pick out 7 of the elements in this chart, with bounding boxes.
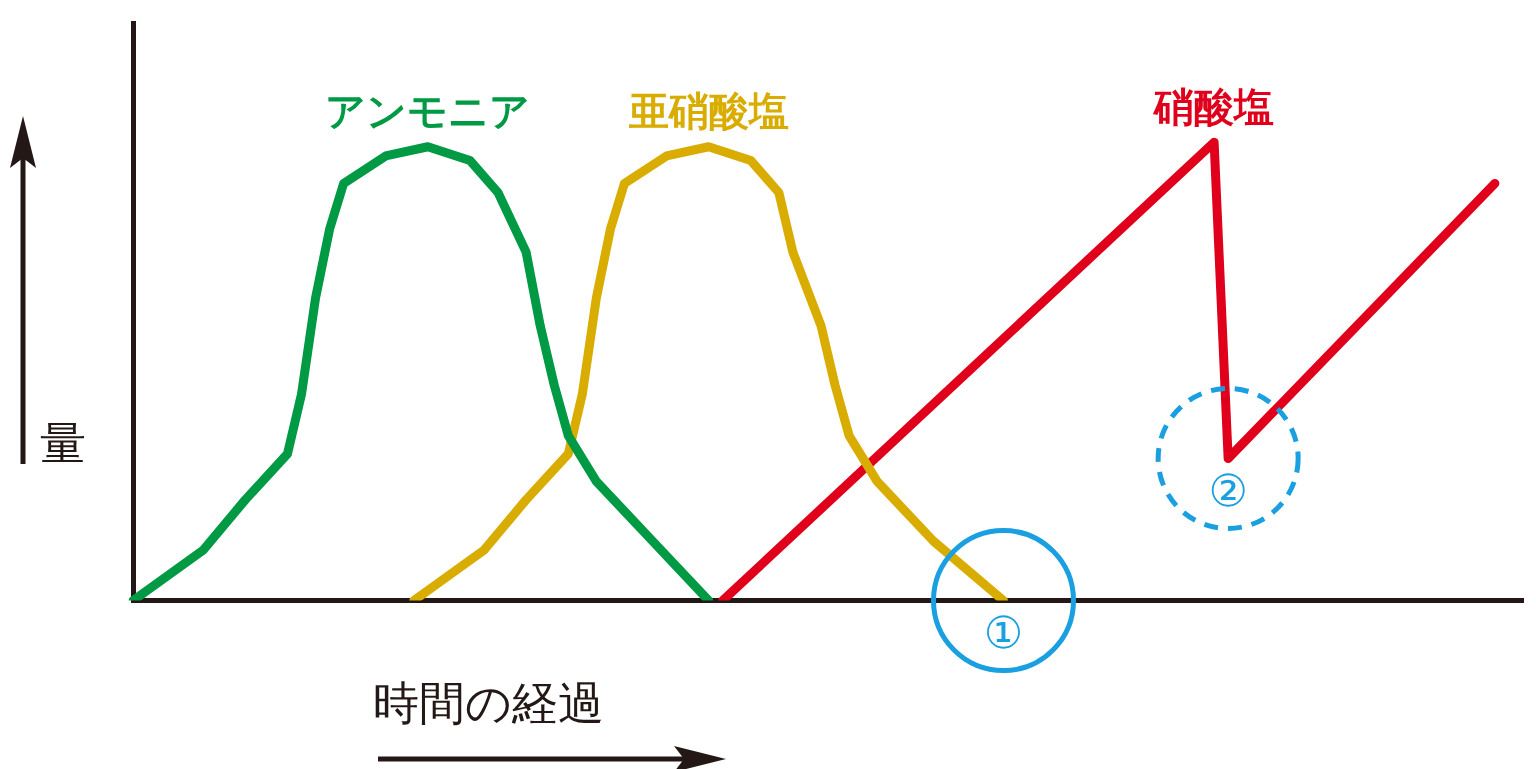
series-label: アンモニア [325, 88, 531, 135]
series-label: 亜硝酸塩 [627, 88, 789, 135]
text: ① [983, 607, 1024, 659]
annotation: ② [1208, 464, 1248, 516]
x-axis-title: 時間の経過 [373, 675, 604, 732]
y-axis-title: 量 [40, 415, 86, 472]
series-label: 硝酸塩 [1152, 83, 1275, 130]
